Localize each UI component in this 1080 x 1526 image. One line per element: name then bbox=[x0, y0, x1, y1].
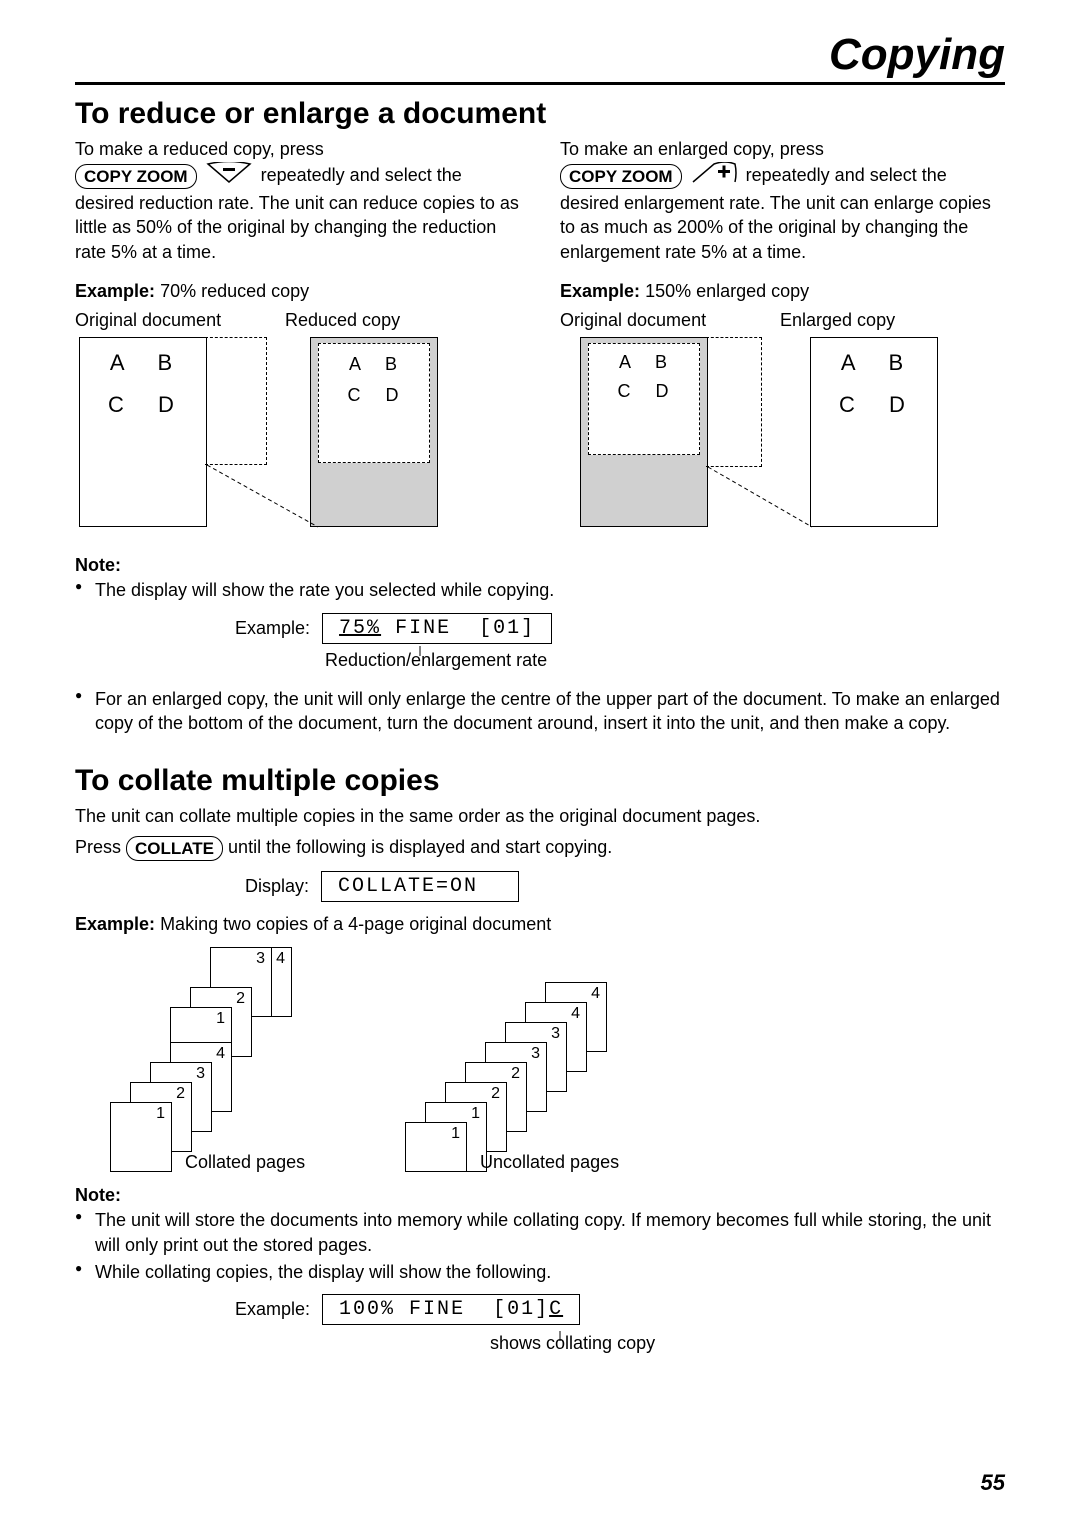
plus-icon bbox=[691, 162, 737, 191]
uncollated-caption: Uncollated pages bbox=[480, 1152, 619, 1173]
example-label: Example: bbox=[75, 281, 155, 301]
reduce-example-text: 70% reduced copy bbox=[160, 281, 309, 301]
page-number: 55 bbox=[981, 1470, 1005, 1496]
copy-zoom-button: COPY ZOOM bbox=[75, 164, 197, 189]
reduce-column: To make a reduced copy, press COPY ZOOM … bbox=[75, 137, 520, 537]
reduced-copy-label: Reduced copy bbox=[285, 308, 400, 333]
heading-reduce-enlarge: To reduce or enlarge a document bbox=[75, 97, 1005, 131]
reduce-intro-a: To make a reduced copy, press bbox=[75, 139, 324, 159]
display-box-3: 100% FINE [01]C bbox=[322, 1294, 580, 1325]
note-title-2: Note: bbox=[75, 1185, 1005, 1206]
orig-doc-label-enlarge: Original document bbox=[560, 308, 780, 333]
collate-example-label: Example: bbox=[75, 914, 155, 934]
display-box-2: COLLATE=ON bbox=[321, 871, 519, 902]
note-title-1: Note: bbox=[75, 555, 1005, 576]
note1-bullet1: The display will show the rate you selec… bbox=[75, 578, 1005, 603]
heading-collate: To collate multiple copies bbox=[75, 764, 1005, 798]
collate-diagram: 4 3 2 1 4 3 2 1 Collated pages 4 4 3 3 2… bbox=[75, 947, 1005, 1175]
collated-caption: Collated pages bbox=[185, 1152, 305, 1173]
collate-button: COLLATE bbox=[126, 836, 223, 861]
note1-bullet2: For an enlarged copy, the unit will only… bbox=[75, 687, 1005, 737]
reduce-diagram: A B C D A B C D bbox=[75, 337, 520, 537]
copy-zoom-button-enlarge: COPY ZOOM bbox=[560, 164, 682, 189]
enlarge-diagram: A B C D A B C D bbox=[560, 337, 1005, 537]
enlarge-example-text: 150% enlarged copy bbox=[645, 281, 809, 301]
enlarged-copy-label: Enlarged copy bbox=[780, 308, 895, 333]
collate-text-a: The unit can collate multiple copies in … bbox=[75, 804, 1005, 829]
orig-doc-label: Original document bbox=[75, 308, 285, 333]
minus-icon bbox=[206, 162, 252, 191]
collate-text-b2: until the following is displayed and sta… bbox=[228, 837, 612, 857]
display1-label: Example: bbox=[235, 618, 310, 639]
display-box-1: 75% FINE [01] bbox=[322, 613, 552, 644]
display2-label: Display: bbox=[245, 876, 309, 897]
note2-bullet1: The unit will store the documents into m… bbox=[75, 1208, 1005, 1258]
page-title: Copying bbox=[75, 30, 1005, 85]
note2-bullet2: While collating copies, the display will… bbox=[75, 1260, 1005, 1285]
example-label-enlarge: Example: bbox=[560, 281, 640, 301]
collate-example-text: Making two copies of a 4-page original d… bbox=[160, 914, 551, 934]
enlarge-column: To make an enlarged copy, press COPY ZOO… bbox=[560, 137, 1005, 537]
enlarge-intro-a: To make an enlarged copy, press bbox=[560, 139, 824, 159]
collate-text-b1: Press bbox=[75, 837, 126, 857]
display3-label: Example: bbox=[235, 1299, 310, 1320]
